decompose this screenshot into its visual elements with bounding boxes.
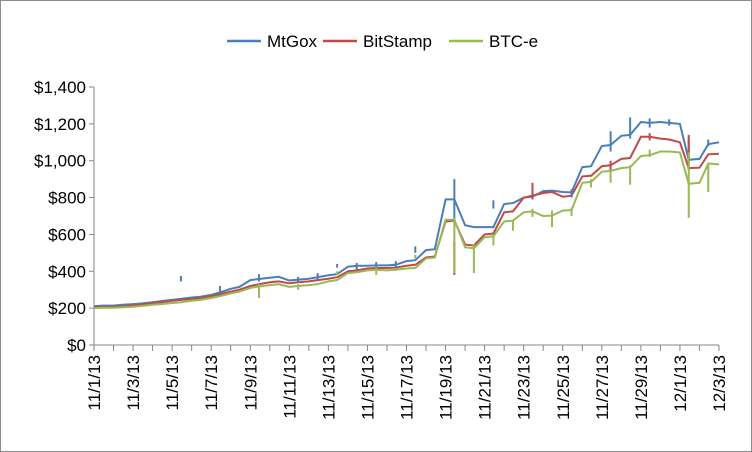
x-tick-label: 11/7/13 [202,355,221,410]
series-line-mtgox [93,120,720,308]
x-axis: 11/1/13 11/3/13 11/5/13 11/7/13 11/9/13 11/11… [85,344,729,420]
x-tick-label: 12/3/13 [710,355,729,412]
y-tick-label: $600 [48,225,86,244]
y-tick-label: $1,200 [34,115,86,134]
y-tick-label: $0 [67,336,86,355]
legend: MtGox BitStamp BTC-e [227,32,538,51]
x-tick-label: 11/21/13 [476,355,495,420]
legend-label: MtGox [267,32,318,51]
x-tick-label: 11/23/13 [515,355,534,420]
x-tick-label: 11/27/13 [593,355,612,420]
x-tick-label: 11/25/13 [554,355,573,420]
x-tick-label: 11/11/13 [280,355,299,419]
x-tick-label: 11/15/13 [358,355,377,420]
x-tick-label: 11/9/13 [241,355,260,410]
y-tick-label: $800 [48,189,86,208]
y-tick-label: $200 [48,299,86,318]
series-line-bitstamp [93,135,720,309]
legend-label: BTC-e [489,32,538,51]
legend-item-bitstamp: BitStamp [323,32,432,51]
series-line-btc-e [93,150,720,310]
legend-item-btc-e: BTC-e [449,32,538,51]
y-tick-label: $400 [48,262,86,281]
legend-item-mtgox: MtGox [227,32,318,51]
x-tick-label: 11/17/13 [398,355,417,420]
x-tick-label: 11/5/13 [163,355,182,410]
plot-area [93,117,720,310]
x-tick-label: 11/13/13 [319,355,338,420]
x-tick-label: 12/1/13 [671,355,690,412]
x-tick-label: 11/19/13 [437,355,456,420]
x-tick-label: 11/29/13 [632,355,651,420]
y-tick-label: $1,400 [34,78,86,97]
y-axis: $0 $200 $400 $600 $800 $1,000 $1,200 $1,400 [34,78,95,355]
legend-label: BitStamp [363,32,432,51]
y-tick-label: $1,000 [34,152,86,171]
x-tick-label: 11/3/13 [124,355,143,410]
x-tick-label: 11/1/13 [85,355,104,410]
